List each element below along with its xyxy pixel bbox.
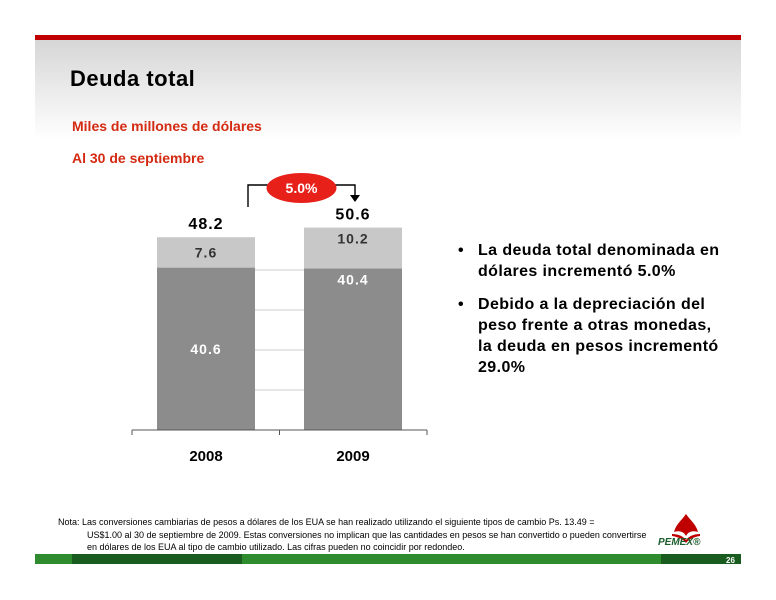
stacked-bar-chart: 40.6 7.6 48.2 2008 40.4 10.2 50.6 2009 5.0%	[131, 173, 428, 465]
logo-wordmark: PEMEX®	[658, 537, 701, 548]
bullet-list: • La deuda total denominada en dólares in…	[458, 240, 728, 390]
bullet-item: • Debido a la depreciación del peso frent…	[458, 294, 728, 378]
footnote-line-indented: US$1.00 al 30 de septiembre de 2009. Est…	[87, 529, 647, 553]
top-red-rule	[35, 35, 741, 40]
x-tick-label: 2009	[336, 448, 369, 465]
bullet-text: Debido a la depreciación del peso frente…	[478, 296, 719, 376]
change-arrowhead-icon	[350, 195, 360, 202]
bullet-text: La deuda total denominada en dólares inc…	[478, 242, 720, 280]
footnote: Nota: Las conversiones cambiarias de pes…	[58, 516, 648, 554]
bottom-bar-accent	[72, 554, 242, 564]
bullet-dot-icon: •	[458, 296, 465, 313]
header-background	[35, 35, 741, 140]
bullet-dot-icon: •	[458, 242, 465, 259]
change-badge	[266, 173, 337, 203]
page-title: Deuda total	[70, 66, 196, 91]
bar-segment	[304, 227, 402, 269]
x-tick-label: 2008	[189, 448, 222, 465]
bar-segment	[157, 267, 255, 430]
data-label: 40.6	[190, 341, 221, 357]
change-label: 5.0%	[286, 180, 318, 196]
bullet-item: • La deuda total denominada en dólares in…	[458, 240, 728, 282]
bottom-bar-accent	[661, 554, 741, 564]
subtitle-units: Miles de millones de dólares	[72, 118, 262, 134]
subtitle-date: Al 30 de septiembre	[72, 150, 205, 166]
pemex-logo-icon	[672, 514, 700, 543]
page-number: 26	[726, 556, 735, 565]
total-label: 50.6	[335, 207, 370, 224]
bar-segment	[157, 237, 255, 268]
footnote-line: Nota: Las conversiones cambiarias de pes…	[58, 517, 595, 527]
data-label: 10.2	[337, 231, 368, 247]
data-label: 40.4	[337, 271, 368, 287]
bottom-bar	[35, 554, 741, 564]
data-label: 7.6	[195, 244, 217, 260]
bar-segment	[304, 268, 402, 430]
total-label: 48.2	[188, 216, 223, 233]
